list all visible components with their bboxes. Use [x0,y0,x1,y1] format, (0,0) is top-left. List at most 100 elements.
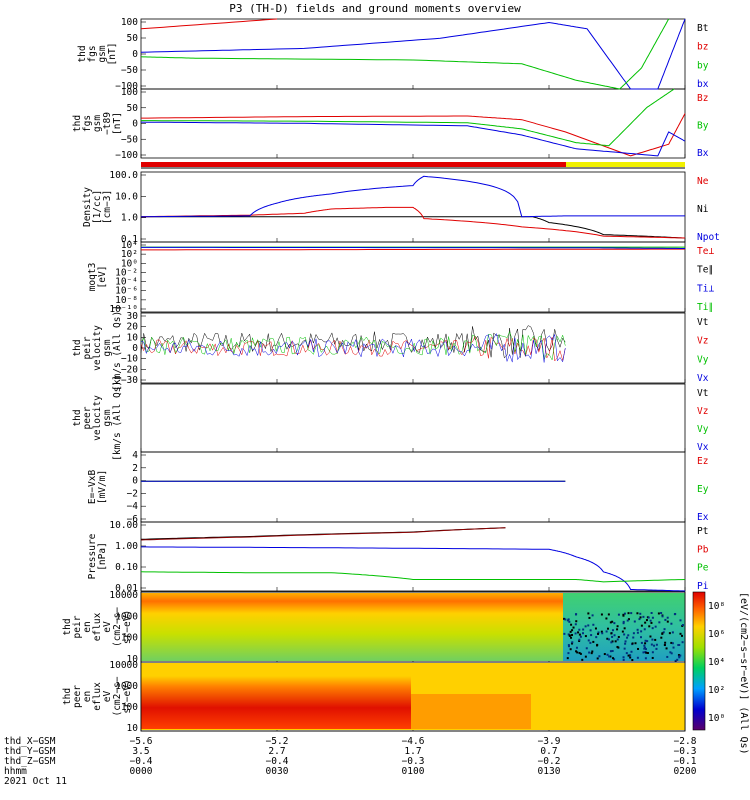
footer-value: 0030 [266,766,289,777]
y-tick-label: 100.0 [109,170,138,181]
spectrogram-pixel [627,654,630,657]
y-tick-label: 0.1 [121,234,138,245]
y-axis-label: moqt3 [87,263,98,292]
spectrogram-pixel [639,616,642,619]
footer-value: −0.3 [674,746,697,757]
legend-entry: Bx [697,148,709,159]
plot-area [140,18,686,90]
spectrogram-pixel [660,636,663,639]
spectrogram-pixel [663,628,666,631]
spectrogram-pixel [622,656,625,659]
spectrogram-pixel [677,654,680,657]
spectrogram-pixel [591,614,594,617]
y-tick-label: −50 [121,65,138,76]
spectrogram-pixel [569,648,572,651]
footer-value: −4.6 [402,736,425,747]
spectrogram-pixel [632,636,635,639]
mode-bar-fast [566,162,685,167]
spectrogram-pixel [666,655,669,658]
y-tick-label: 100 [121,702,138,713]
series-Ne [140,206,686,239]
spectrogram-pixel [595,636,598,639]
y-tick-label: 100 [121,87,138,98]
y-tick-label: 100 [121,17,138,28]
legend-entry: Te∥ [697,265,713,276]
spectrogram-pixel [651,656,654,659]
spectrogram-pixel [630,650,633,653]
spectrogram-pixel [571,629,574,632]
spectrogram-pixel [638,618,641,621]
spectrogram-pixel [577,631,580,634]
spectrogram-pixel [582,628,585,631]
legend-entry: Te⊥ [697,246,714,257]
spectrogram-pixel [639,636,642,639]
plot-area [140,527,686,592]
footer-value: −0.3 [402,756,425,767]
spectrogram-pixel [681,624,684,627]
panel-frame [140,451,686,523]
spectrogram-pixel [616,638,619,641]
spectrogram-pixel [636,631,639,634]
spectrogram-pixel [637,647,640,650]
legend-entry: Ti⊥ [697,283,714,294]
legend-entry: bz [697,42,708,53]
colorbar-tick-label: 10⁶ [708,629,725,640]
colorbar-tick-label: 10² [708,685,725,696]
spectrogram-pixel [670,652,673,655]
spectrogram-pixel [678,655,681,658]
spectrogram-pixel [642,615,645,618]
spectrogram-pixel [579,635,582,638]
spectrogram-pixel [575,620,578,623]
spectrogram-pixel [567,633,570,636]
legend-entry: Ni [697,204,709,215]
y-tick-label: 10⁻⁴ [115,277,138,288]
spectrogram-pixel [661,632,664,635]
panel-pressure: Pressure [nPa]10.00 1.00 0.10 0.01 Pt Pb Pe Pi [87,520,709,594]
series-Pe [140,571,686,583]
spectrogram-pixel [644,657,647,660]
y-axis-label: [cm−3] [102,190,113,224]
spectrogram-pixel [564,618,567,621]
y-axis-label: fgs [82,115,93,132]
series-Ni [141,216,686,239]
spectrogram-pixel [596,643,599,646]
legend-entry: Pi [697,581,709,592]
footer-value: −0.1 [674,756,697,767]
panel-peer-velocity: thd peer velocity gsm [km/s (All Qs)] Vt Vz Vy V… [72,375,709,461]
y-tick-label: 10² [121,249,138,260]
y-axis-label: eV [102,621,113,633]
footer-value: 2.7 [268,746,285,757]
spectrogram-pixel [671,631,674,634]
spectrogram-pixel [649,619,652,622]
spectrogram-pixel [650,621,653,624]
spectrogram-pixel [610,641,613,644]
spectrogram-pixel [624,640,627,643]
spectrogram-pixel [636,612,639,615]
y-axis-label: eflux [92,682,103,711]
spectrogram-pixel [574,613,577,616]
footer-value: 0.7 [540,746,557,757]
spectrogram-pixel [587,639,590,642]
spectrogram-pixel [570,623,573,626]
spectrogram-pixel [592,640,595,643]
legend-entry: Vt [697,388,708,399]
footer-value: −3.9 [538,736,561,747]
series-Vt [140,325,566,359]
y-axis-label: thd [72,339,83,356]
y-tick-label: 10.00 [109,520,138,531]
spectrogram-pixel [645,619,648,622]
spectrogram-pixel [669,651,672,654]
spectrogram-pixel [657,612,660,615]
y-tick-label: 1000 [115,611,138,622]
series-Vy [140,330,566,361]
footer-value: 0130 [538,766,561,777]
spectrogram-pixel [608,655,611,658]
spectrogram-pixel [621,630,624,633]
y-tick-label: 2 [132,463,138,474]
legend-entry: Pe [697,563,709,574]
y-axis-label: [eV] [97,266,108,289]
series-Ti⊥ [141,246,685,249]
y-tick-label: −6 [127,514,139,525]
footer-row-label: 2021 Oct 11 [4,776,67,787]
